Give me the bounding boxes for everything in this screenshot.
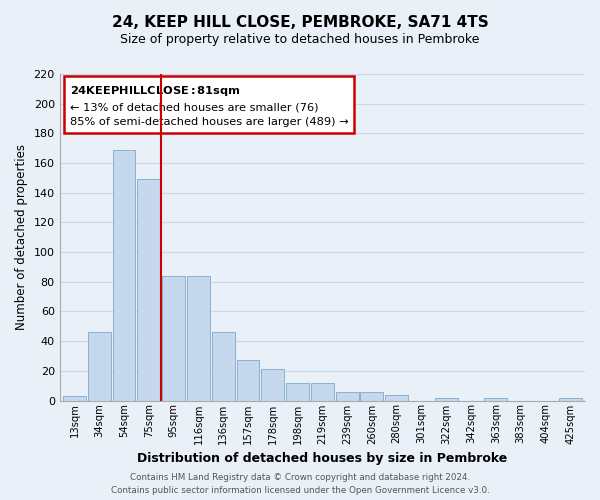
Bar	[336, 392, 359, 400]
Text: 24, KEEP HILL CLOSE, PEMBROKE, SA71 4TS: 24, KEEP HILL CLOSE, PEMBROKE, SA71 4TS	[112, 15, 488, 30]
Bar	[361, 392, 383, 400]
Y-axis label: Number of detached properties: Number of detached properties	[15, 144, 28, 330]
Bar	[262, 370, 284, 400]
Bar	[187, 276, 210, 400]
Bar	[559, 398, 581, 400]
Bar	[113, 150, 136, 400]
Text: Contains HM Land Registry data © Crown copyright and database right 2024.
Contai: Contains HM Land Registry data © Crown c…	[110, 474, 490, 495]
Bar	[286, 382, 309, 400]
Bar	[88, 332, 111, 400]
Bar	[311, 382, 334, 400]
Bar	[484, 398, 507, 400]
Bar	[137, 180, 160, 400]
Bar	[162, 276, 185, 400]
Text: $\mathbf{24 KEEP HILL CLOSE: 81sqm}$
← 13% of detached houses are smaller (76)
8: $\mathbf{24 KEEP HILL CLOSE: 81sqm}$ ← 1…	[70, 84, 349, 128]
Bar	[63, 396, 86, 400]
Bar	[212, 332, 235, 400]
Bar	[236, 360, 259, 401]
Bar	[385, 394, 408, 400]
Bar	[435, 398, 458, 400]
X-axis label: Distribution of detached houses by size in Pembroke: Distribution of detached houses by size …	[137, 452, 508, 465]
Text: Size of property relative to detached houses in Pembroke: Size of property relative to detached ho…	[121, 32, 479, 46]
